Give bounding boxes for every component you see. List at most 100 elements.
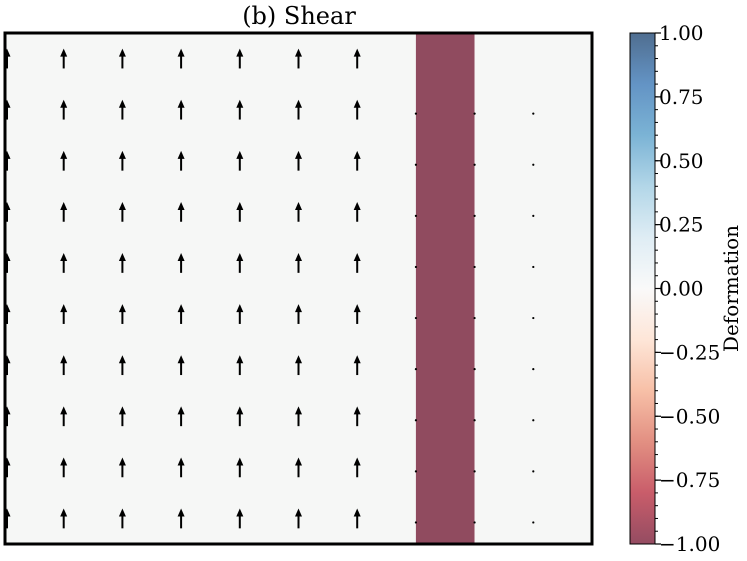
quiver-arrow-head	[60, 406, 68, 415]
quiver-arrow-head	[236, 457, 244, 466]
quiver-arrow-head	[60, 48, 68, 57]
quiver-arrow-head	[60, 99, 68, 108]
quiver-arrow-head	[353, 508, 361, 517]
quiver-arrow-head	[177, 253, 185, 262]
quiver-dot	[473, 112, 476, 115]
quiver-arrow-head	[177, 457, 185, 466]
quiver-dot	[532, 214, 535, 217]
quiver-dot	[532, 265, 535, 269]
quiver-arrow-head	[118, 48, 126, 57]
quiver-arrow-head	[295, 355, 302, 364]
quiver-arrow-head	[236, 304, 244, 313]
quiver-arrow-head	[236, 150, 244, 159]
quiver-arrow-head	[118, 201, 126, 210]
chart-title: (b) Shear	[242, 2, 356, 30]
quiver-arrow-head	[177, 201, 185, 210]
quiver-arrow-head	[177, 48, 185, 57]
colorbar-label: Deformation	[719, 225, 743, 352]
quiver-dot	[414, 316, 417, 320]
quiver-arrow-head	[118, 508, 126, 517]
quiver-dot	[532, 163, 535, 166]
quiver-arrow-head	[295, 457, 302, 466]
plot-frame	[3, 31, 594, 546]
quiver-arrow-head	[118, 99, 126, 108]
quiver-dot	[414, 470, 417, 473]
quiver-dot	[414, 419, 417, 422]
quiver-arrow-head	[60, 150, 68, 159]
quiver-arrow-head	[60, 508, 68, 517]
quiver-arrow-head	[295, 304, 302, 313]
quiver-arrow-head	[295, 99, 302, 108]
quiver-arrow-head	[236, 99, 244, 108]
quiver-arrow-head	[353, 355, 361, 364]
quiver-dot	[414, 521, 417, 524]
colorbar-tick-label: −1.00	[659, 532, 720, 556]
quiver-dot	[473, 419, 476, 422]
colorbar-tick-label: −0.75	[659, 468, 720, 492]
quiver-arrow-head	[118, 406, 126, 415]
quiver-arrow-head	[60, 457, 68, 466]
quiver-dot	[532, 470, 535, 473]
quiver-arrow-head	[236, 201, 244, 210]
quiver-dot	[473, 316, 476, 320]
quiver-arrow-head	[236, 508, 244, 517]
quiver-arrow-head	[353, 304, 361, 313]
colorbar-tick-label: 0.00	[659, 277, 704, 301]
quiver-arrow-head	[353, 48, 361, 57]
quiver-dot	[473, 368, 476, 371]
quiver-arrow-head	[353, 150, 361, 159]
quiver-arrow-head	[295, 201, 302, 210]
colorbar-tick-label: −0.50	[659, 404, 720, 428]
quiver-arrow-head	[353, 457, 361, 466]
quiver-dot	[532, 368, 535, 371]
quiver-arrow-head	[236, 355, 244, 364]
quiver-arrow-head	[236, 48, 244, 57]
field-column-2	[474, 33, 592, 544]
quiver-dot	[473, 521, 476, 524]
quiver-arrow-head	[60, 355, 68, 364]
quiver-arrow-head	[177, 406, 185, 415]
quiver-dot	[532, 316, 535, 320]
quiver-dot	[414, 214, 417, 217]
quiver-dot	[414, 112, 417, 115]
plot-area	[3, 31, 594, 546]
quiver-arrow-head	[177, 508, 185, 517]
colorbar-gradient	[630, 33, 655, 544]
quiver-arrow-head	[295, 48, 302, 57]
quiver-arrow-head	[118, 253, 126, 262]
quiver-dot	[473, 214, 476, 217]
quiver-arrow-head	[353, 253, 361, 262]
quiver-arrow-head	[295, 253, 302, 262]
quiver-arrow-head	[295, 508, 302, 517]
quiver-dot	[414, 265, 417, 269]
quiver-arrow-head	[118, 355, 126, 364]
quiver-arrow-head	[118, 304, 126, 313]
quiver-dot	[414, 163, 417, 166]
colorbar-tick-label: 1.00	[659, 21, 704, 45]
colorbar-tick-label: 0.50	[659, 149, 704, 173]
quiver-dot	[473, 163, 476, 166]
field-column-1	[415, 33, 475, 544]
quiver-dot	[532, 521, 535, 524]
quiver-dot	[532, 419, 535, 422]
quiver-arrow-head	[118, 457, 126, 466]
quiver-arrow-head	[177, 304, 185, 313]
quiver-arrow-head	[236, 406, 244, 415]
quiver-arrow-head	[60, 304, 68, 313]
quiver-dot	[414, 368, 417, 371]
colorbar: −1.00 −0.75 −0.50 −0.25 0.00 0.25 0.50 0.75 1.00…	[629, 21, 743, 556]
quiver-arrow-head	[177, 150, 185, 159]
quiver-arrow-head	[177, 99, 185, 108]
quiver-arrow-head	[295, 406, 302, 415]
colorbar-tick-label: 0.75	[659, 85, 704, 109]
quiver-dot	[473, 470, 476, 473]
quiver-arrow-head	[60, 253, 68, 262]
quiver-arrow-head	[177, 355, 185, 364]
quiver-arrow-head	[236, 253, 244, 262]
quiver-dot	[532, 112, 535, 115]
colorbar-tick-label: 0.25	[659, 213, 704, 237]
quiver-arrow-head	[118, 150, 126, 159]
quiver-arrow-head	[353, 406, 361, 415]
quiver-arrow-head	[353, 201, 361, 210]
